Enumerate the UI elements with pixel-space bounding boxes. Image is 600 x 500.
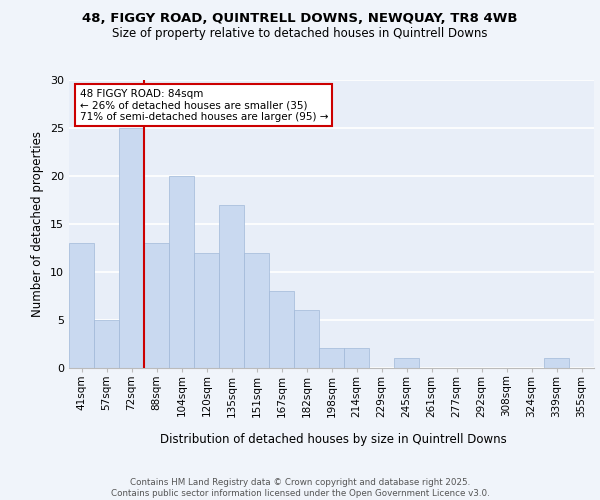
Bar: [244, 252, 269, 368]
Text: 48 FIGGY ROAD: 84sqm
← 26% of detached houses are smaller (35)
71% of semi-detac: 48 FIGGY ROAD: 84sqm ← 26% of detached h…: [79, 88, 328, 122]
Bar: [544, 358, 569, 368]
Bar: [219, 204, 244, 368]
Bar: [319, 348, 344, 368]
Text: Contains HM Land Registry data © Crown copyright and database right 2025.
Contai: Contains HM Land Registry data © Crown c…: [110, 478, 490, 498]
Y-axis label: Number of detached properties: Number of detached properties: [31, 130, 44, 317]
Bar: [144, 243, 169, 368]
Text: Distribution of detached houses by size in Quintrell Downs: Distribution of detached houses by size …: [160, 432, 506, 446]
Bar: [94, 320, 119, 368]
Bar: [69, 243, 94, 368]
Bar: [269, 291, 294, 368]
Bar: [294, 310, 319, 368]
Bar: [344, 348, 369, 368]
Text: 48, FIGGY ROAD, QUINTRELL DOWNS, NEWQUAY, TR8 4WB: 48, FIGGY ROAD, QUINTRELL DOWNS, NEWQUAY…: [82, 12, 518, 26]
Bar: [169, 176, 194, 368]
Text: Size of property relative to detached houses in Quintrell Downs: Size of property relative to detached ho…: [112, 28, 488, 40]
Bar: [194, 252, 219, 368]
Bar: [394, 358, 419, 368]
Bar: [119, 128, 144, 368]
